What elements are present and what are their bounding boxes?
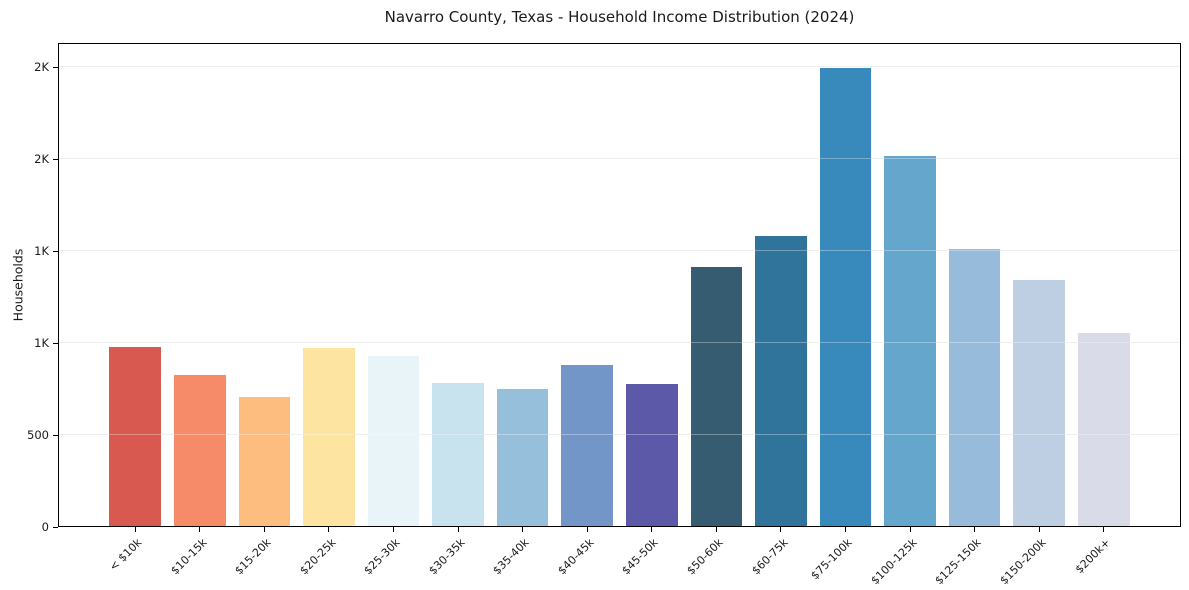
x-tick-label: $50-60k: [684, 536, 726, 578]
bar-75-100k: [819, 67, 872, 527]
bar-50-60k: [690, 267, 743, 527]
y-tick-mark: [53, 250, 58, 252]
bar-slot: [361, 43, 426, 527]
gridline-overlay: [58, 158, 1181, 160]
bar-slot: [168, 43, 233, 527]
y-tick-label: 0: [41, 520, 49, 534]
bar-slot: [555, 43, 620, 527]
bar-100-125k: [884, 155, 936, 527]
y-tick-mark: [53, 342, 58, 344]
x-tick-label: $75-100k: [808, 536, 855, 583]
bar-10-15k: [174, 374, 226, 527]
bar-slot: [942, 43, 1007, 527]
x-tick-mark: [974, 527, 976, 532]
x-tick-label: $20-25k: [296, 536, 339, 578]
gridline-overlay: [58, 250, 1181, 252]
y-tick-label: 2K: [34, 60, 49, 75]
bar-slot: [426, 43, 491, 527]
y-tick-label: 1K: [34, 244, 49, 259]
x-tick-label: $35-40k: [490, 536, 532, 578]
bar-10k: [109, 346, 162, 527]
x-tick-label: $25-30k: [361, 536, 403, 578]
x-tick-mark: [780, 527, 782, 532]
gridline-overlay: [58, 342, 1181, 344]
x-tick-label: $150-200k: [997, 536, 1049, 588]
x-tick-label: $125-150k: [932, 536, 984, 588]
x-tick-mark: [586, 527, 588, 532]
plot-area: [58, 43, 1181, 527]
bar-slot: [749, 43, 814, 527]
gridline: [58, 434, 1181, 436]
bar-slot: [1071, 43, 1136, 527]
bar-slot: [684, 43, 749, 527]
x-tick-mark: [1038, 527, 1040, 532]
x-tick-label: $30-35k: [426, 536, 468, 578]
x-tick-label: $200k+: [1072, 536, 1113, 577]
x-tick-label: $60-75k: [748, 536, 791, 578]
x-tick-mark: [393, 527, 395, 532]
x-tick-mark: [199, 527, 201, 532]
y-tick-mark: [53, 526, 58, 528]
y-tick-label: 1K: [34, 336, 49, 351]
bar-30-35k: [432, 383, 484, 527]
bar-25-30k: [367, 356, 420, 527]
y-tick-mark: [53, 158, 58, 160]
bar-slot: [620, 43, 685, 527]
chart-title: Navarro County, Texas - Household Income…: [384, 8, 855, 26]
bar-35-40k: [496, 388, 549, 527]
gridline-overlay: [58, 434, 1181, 436]
gridline: [58, 342, 1181, 344]
bar-20-25k: [303, 347, 355, 527]
x-tick-mark: [844, 527, 846, 532]
y-tick-label: 2K: [34, 152, 49, 167]
y-axis: 0 500 1K 1K 2K 2K: [0, 43, 58, 534]
bar-150-200k: [1013, 279, 1065, 527]
x-tick-label: $40-45k: [555, 536, 597, 578]
x-tick-mark: [328, 527, 330, 532]
gridline: [58, 66, 1181, 68]
x-tick-mark: [263, 527, 265, 532]
y-tick-mark: [53, 434, 58, 436]
bar-slot: [878, 43, 943, 527]
gridline-overlay: [58, 66, 1181, 68]
x-axis: < $10k $10-15k $15-20k $20-25k $25-30k $30-35…: [58, 527, 1181, 589]
bar-slot: [490, 43, 555, 527]
x-tick-mark: [457, 527, 459, 532]
x-tick-mark: [522, 527, 524, 532]
bars-container: [58, 43, 1181, 527]
bar-slot: [297, 43, 362, 527]
x-tick-mark: [134, 527, 136, 532]
bar-60-75k: [755, 236, 807, 527]
x-tick-mark: [909, 527, 911, 532]
gridline: [58, 250, 1181, 252]
bar-15-20k: [238, 397, 291, 527]
bar-45-50k: [625, 384, 678, 527]
y-tick-mark: [53, 66, 58, 68]
x-tick-label: $15-20k: [232, 536, 274, 578]
bar-slot: [1007, 43, 1072, 527]
x-tick-mark: [1103, 527, 1105, 532]
bar-125-150k: [948, 249, 1001, 527]
gridline: [58, 158, 1181, 160]
bar-slot: [103, 43, 168, 527]
bar-slot: [813, 43, 878, 527]
bar-40-45k: [561, 365, 614, 527]
bar-slot: [232, 43, 297, 527]
x-tick-mark: [715, 527, 717, 532]
y-tick-label: 500: [27, 428, 49, 443]
x-tick-label: < $10k: [106, 536, 145, 574]
bar-200k: [1077, 333, 1130, 527]
x-tick-mark: [651, 527, 653, 532]
x-tick-label: $10-15k: [167, 536, 210, 578]
x-tick-label: $100-125k: [868, 536, 920, 588]
x-tick-label: $45-50k: [619, 536, 661, 578]
